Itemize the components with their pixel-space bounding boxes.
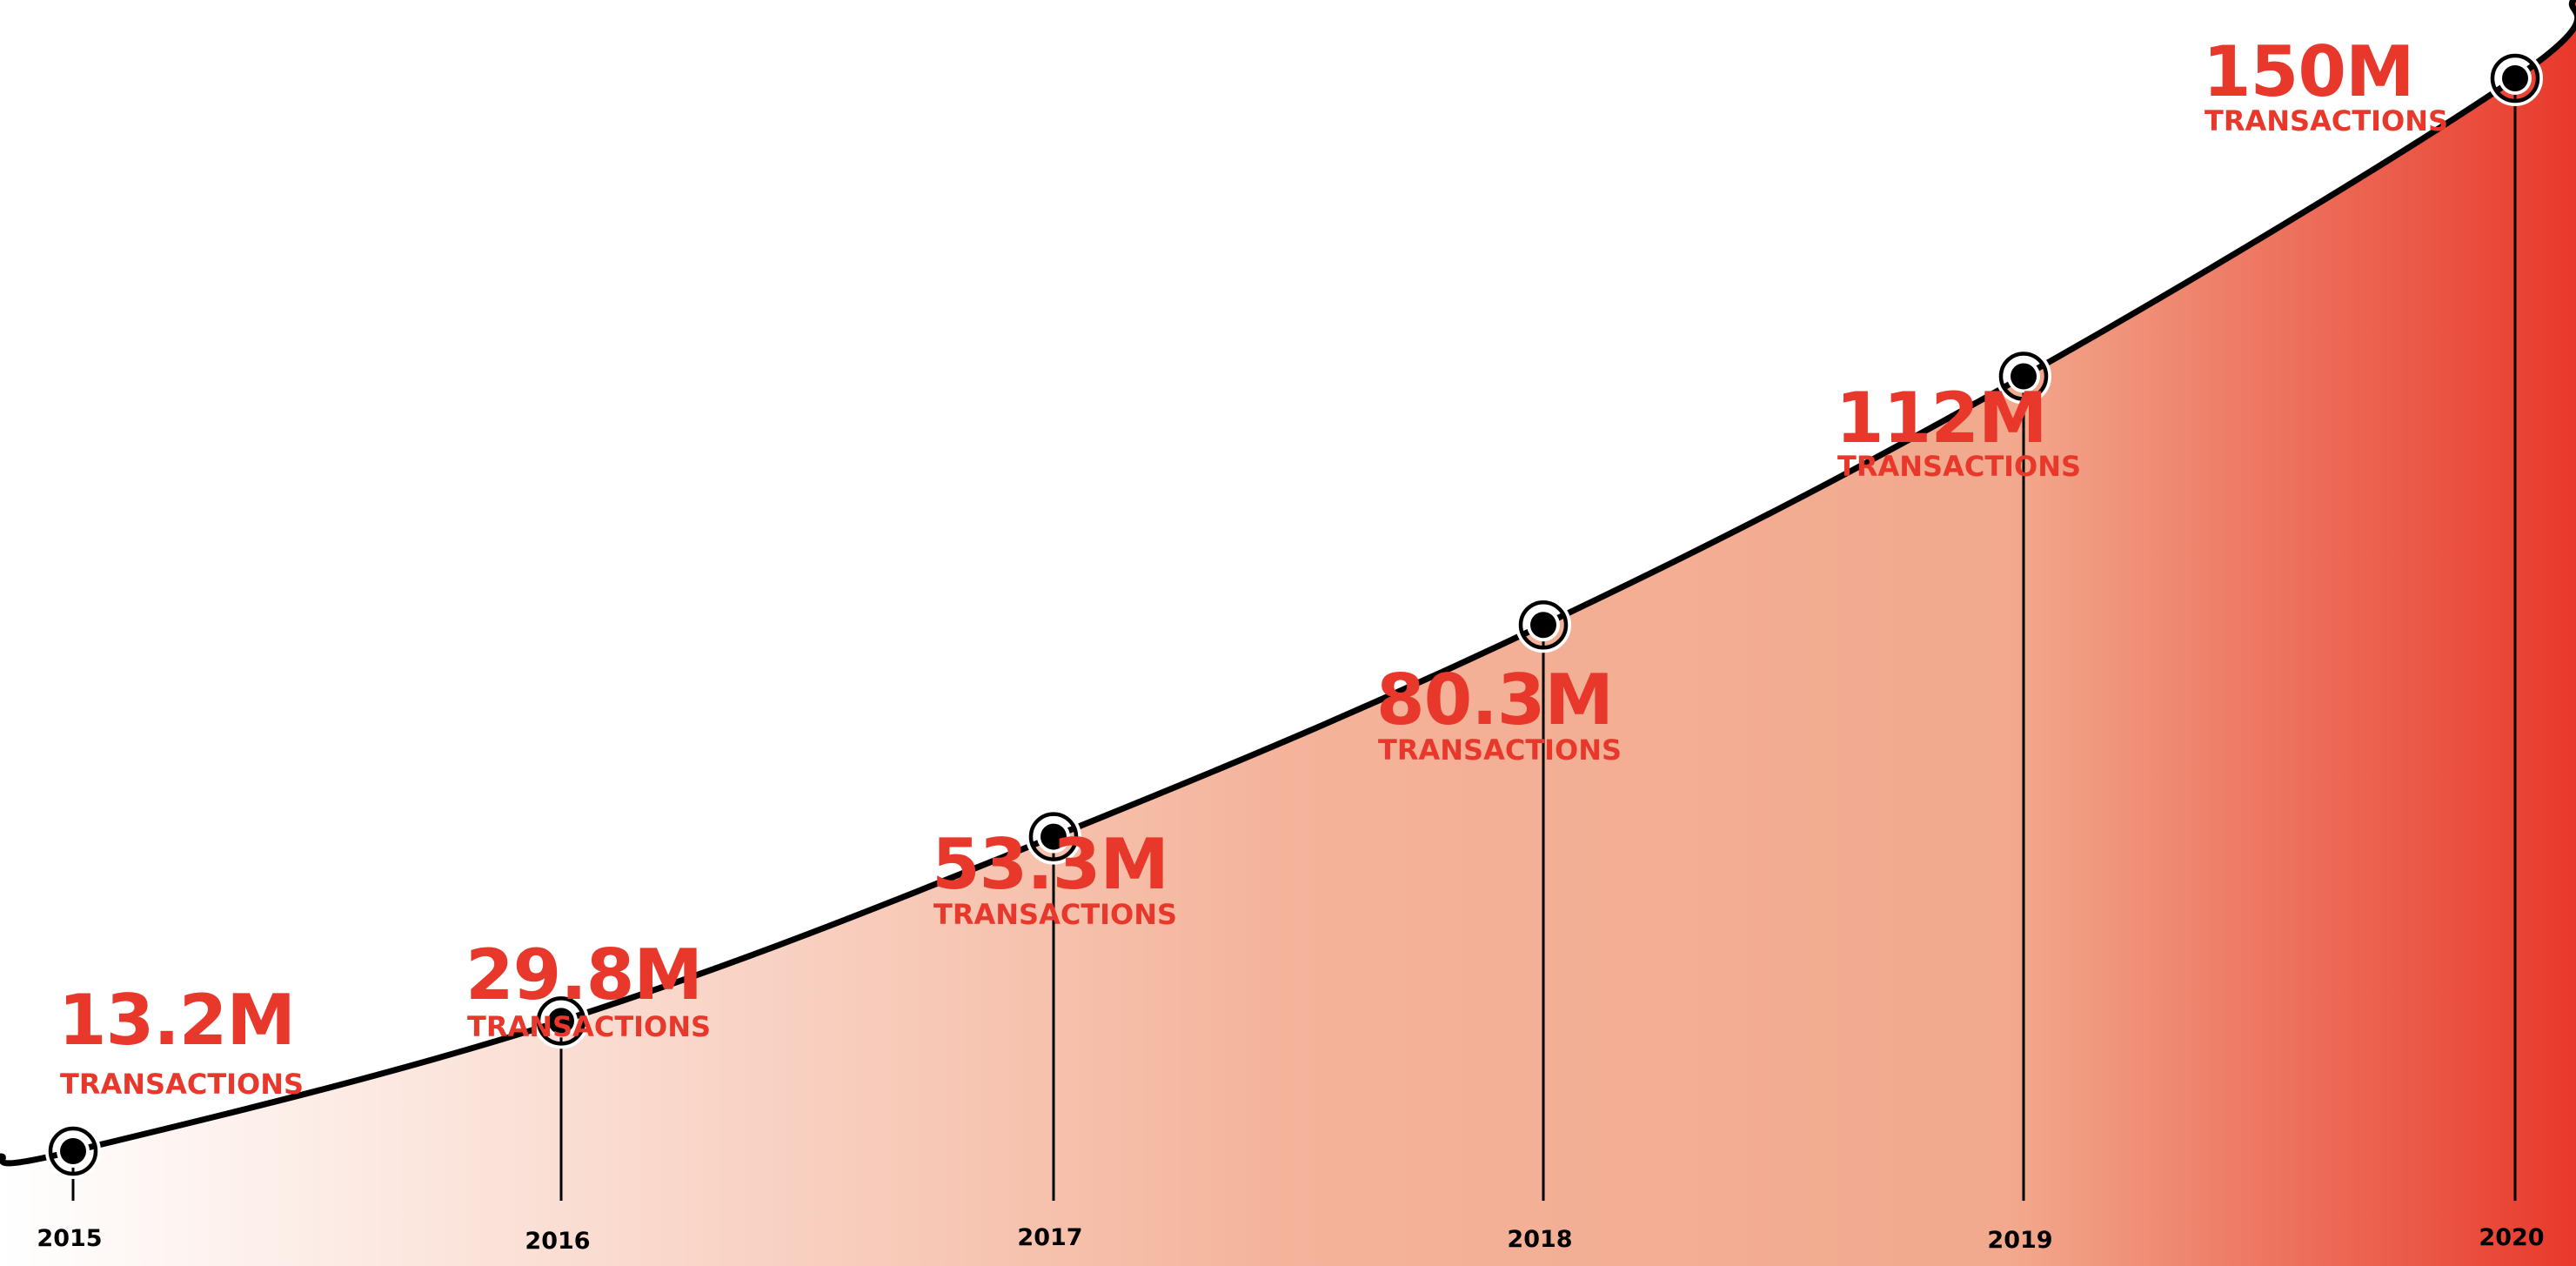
value-label-2016: 29.8M	[465, 934, 702, 1015]
data-point-2017	[1026, 808, 1081, 865]
unit-label-2018: TRANSACTIONS	[1378, 733, 1622, 767]
value-label-2020: 150M	[2203, 31, 2414, 112]
data-point-2020	[2487, 50, 2543, 106]
value-label-2019: 112M	[1836, 378, 2047, 459]
unit-label-2017: TRANSACTIONS	[933, 898, 1177, 931]
unit-label-2020: TRANSACTIONS	[2205, 104, 2448, 137]
unit-label-2015: TRANSACTIONS	[60, 1068, 304, 1101]
x-tick-label-2018: 2018	[1507, 1226, 1572, 1253]
x-tick-label-2019: 2019	[1987, 1227, 2052, 1254]
trend-line	[0, 0, 2576, 1167]
unit-label-2016: TRANSACTIONS	[467, 1010, 711, 1043]
value-label-2017: 53.3M	[932, 824, 1168, 905]
data-point-2018	[1515, 597, 1571, 653]
x-tick-label-2016: 2016	[525, 1228, 590, 1255]
x-tick-label-2020: 2020	[2479, 1224, 2544, 1251]
data-point-2015	[45, 1123, 101, 1179]
x-tick-label-2015: 2015	[37, 1225, 102, 1252]
data-point-2019	[1996, 348, 2051, 405]
unit-label-2019: TRANSACTIONS	[1837, 450, 2081, 483]
value-label-2018: 80.3M	[1376, 660, 1613, 740]
x-tick-label-2017: 2017	[1017, 1224, 1082, 1251]
data-point-2016	[533, 993, 589, 1049]
value-label-2015: 13.2M	[58, 980, 295, 1061]
